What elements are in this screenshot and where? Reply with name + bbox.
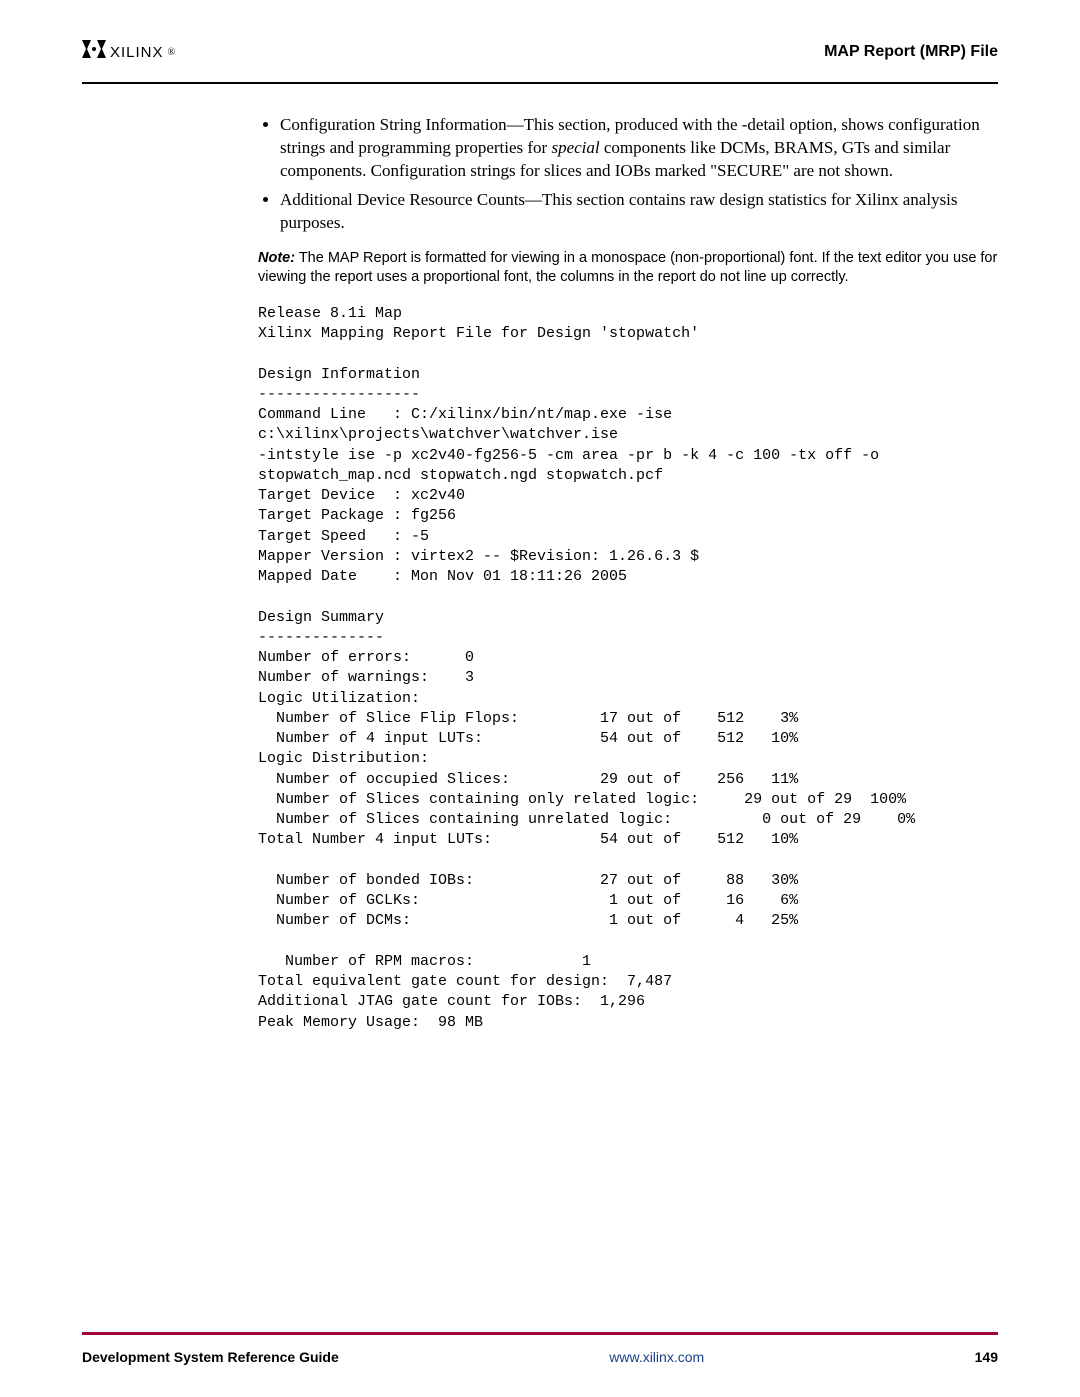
- main-content: Configuration String Information—This se…: [0, 84, 1080, 1033]
- logo-text: XILINX: [110, 44, 164, 61]
- xilinx-logo: XILINX ®: [82, 40, 175, 64]
- monospace-report: Release 8.1i Map Xilinx Mapping Report F…: [258, 304, 998, 1033]
- logo-registered: ®: [168, 47, 176, 58]
- bullet-text-pre: Additional Device Resource Counts—This s…: [280, 190, 958, 232]
- footer-doc-title: Development System Reference Guide: [82, 1349, 339, 1365]
- logo-mark-icon: [82, 40, 106, 64]
- note-text: The MAP Report is formatted for viewing …: [258, 250, 997, 286]
- page-footer: Development System Reference Guide www.x…: [82, 1349, 998, 1365]
- footer-url[interactable]: www.xilinx.com: [609, 1349, 704, 1365]
- note-paragraph: Note: The MAP Report is formatted for vi…: [258, 249, 998, 288]
- bullet-list: Configuration String Information—This se…: [258, 114, 998, 235]
- bullet-item: Configuration String Information—This se…: [280, 114, 998, 183]
- footer-rule: [82, 1332, 998, 1335]
- bullet-item: Additional Device Resource Counts—This s…: [280, 189, 998, 235]
- section-title: MAP Report (MRP) File: [824, 43, 998, 61]
- note-label: Note:: [258, 250, 295, 266]
- bullet-text-italic: special: [551, 138, 599, 157]
- page-header: XILINX ® MAP Report (MRP) File: [0, 0, 1080, 74]
- footer-page-number: 149: [975, 1349, 998, 1365]
